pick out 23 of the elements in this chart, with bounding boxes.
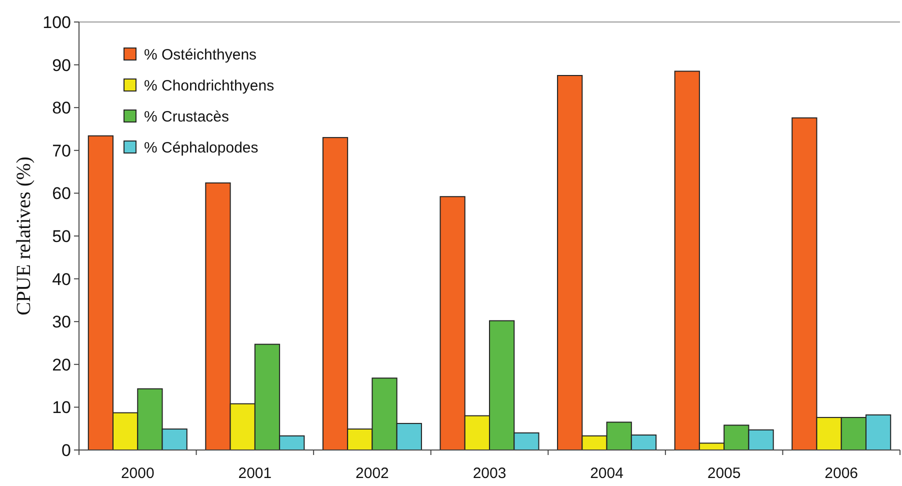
- y-tick-label: 70: [52, 141, 71, 160]
- x-tick-label: 2002: [356, 465, 389, 482]
- y-tick-label: 90: [52, 56, 71, 75]
- y-axis-title: CPUE relatives (%): [13, 156, 35, 316]
- legend-label: % Crustacès: [144, 108, 230, 126]
- y-tick-label: 30: [52, 312, 71, 332]
- y-tick-label: 60: [52, 184, 71, 204]
- x-tick-label: 2005: [707, 465, 741, 482]
- y-tick-label: 80: [52, 98, 71, 118]
- legend-label: % Ostéichthyens: [144, 46, 257, 64]
- y-tick-label: 10: [52, 398, 71, 418]
- legend-label: % Céphalopodes: [144, 139, 258, 156]
- y-tick-label: 100: [42, 12, 71, 32]
- y-tick-label: 20: [52, 355, 71, 374]
- x-tick-label: 2004: [590, 465, 624, 482]
- y-tick-label: 0: [62, 440, 71, 460]
- y-tick-label: 40: [52, 270, 71, 289]
- x-tick-label: 2001: [238, 465, 272, 482]
- y-tick-label: 50: [52, 226, 71, 246]
- legend-label: % Chondrichthyens: [144, 77, 274, 94]
- x-tick-label: 2003: [472, 465, 506, 482]
- x-tick-label: 2006: [824, 465, 858, 482]
- x-tick-label: 2000: [120, 465, 154, 482]
